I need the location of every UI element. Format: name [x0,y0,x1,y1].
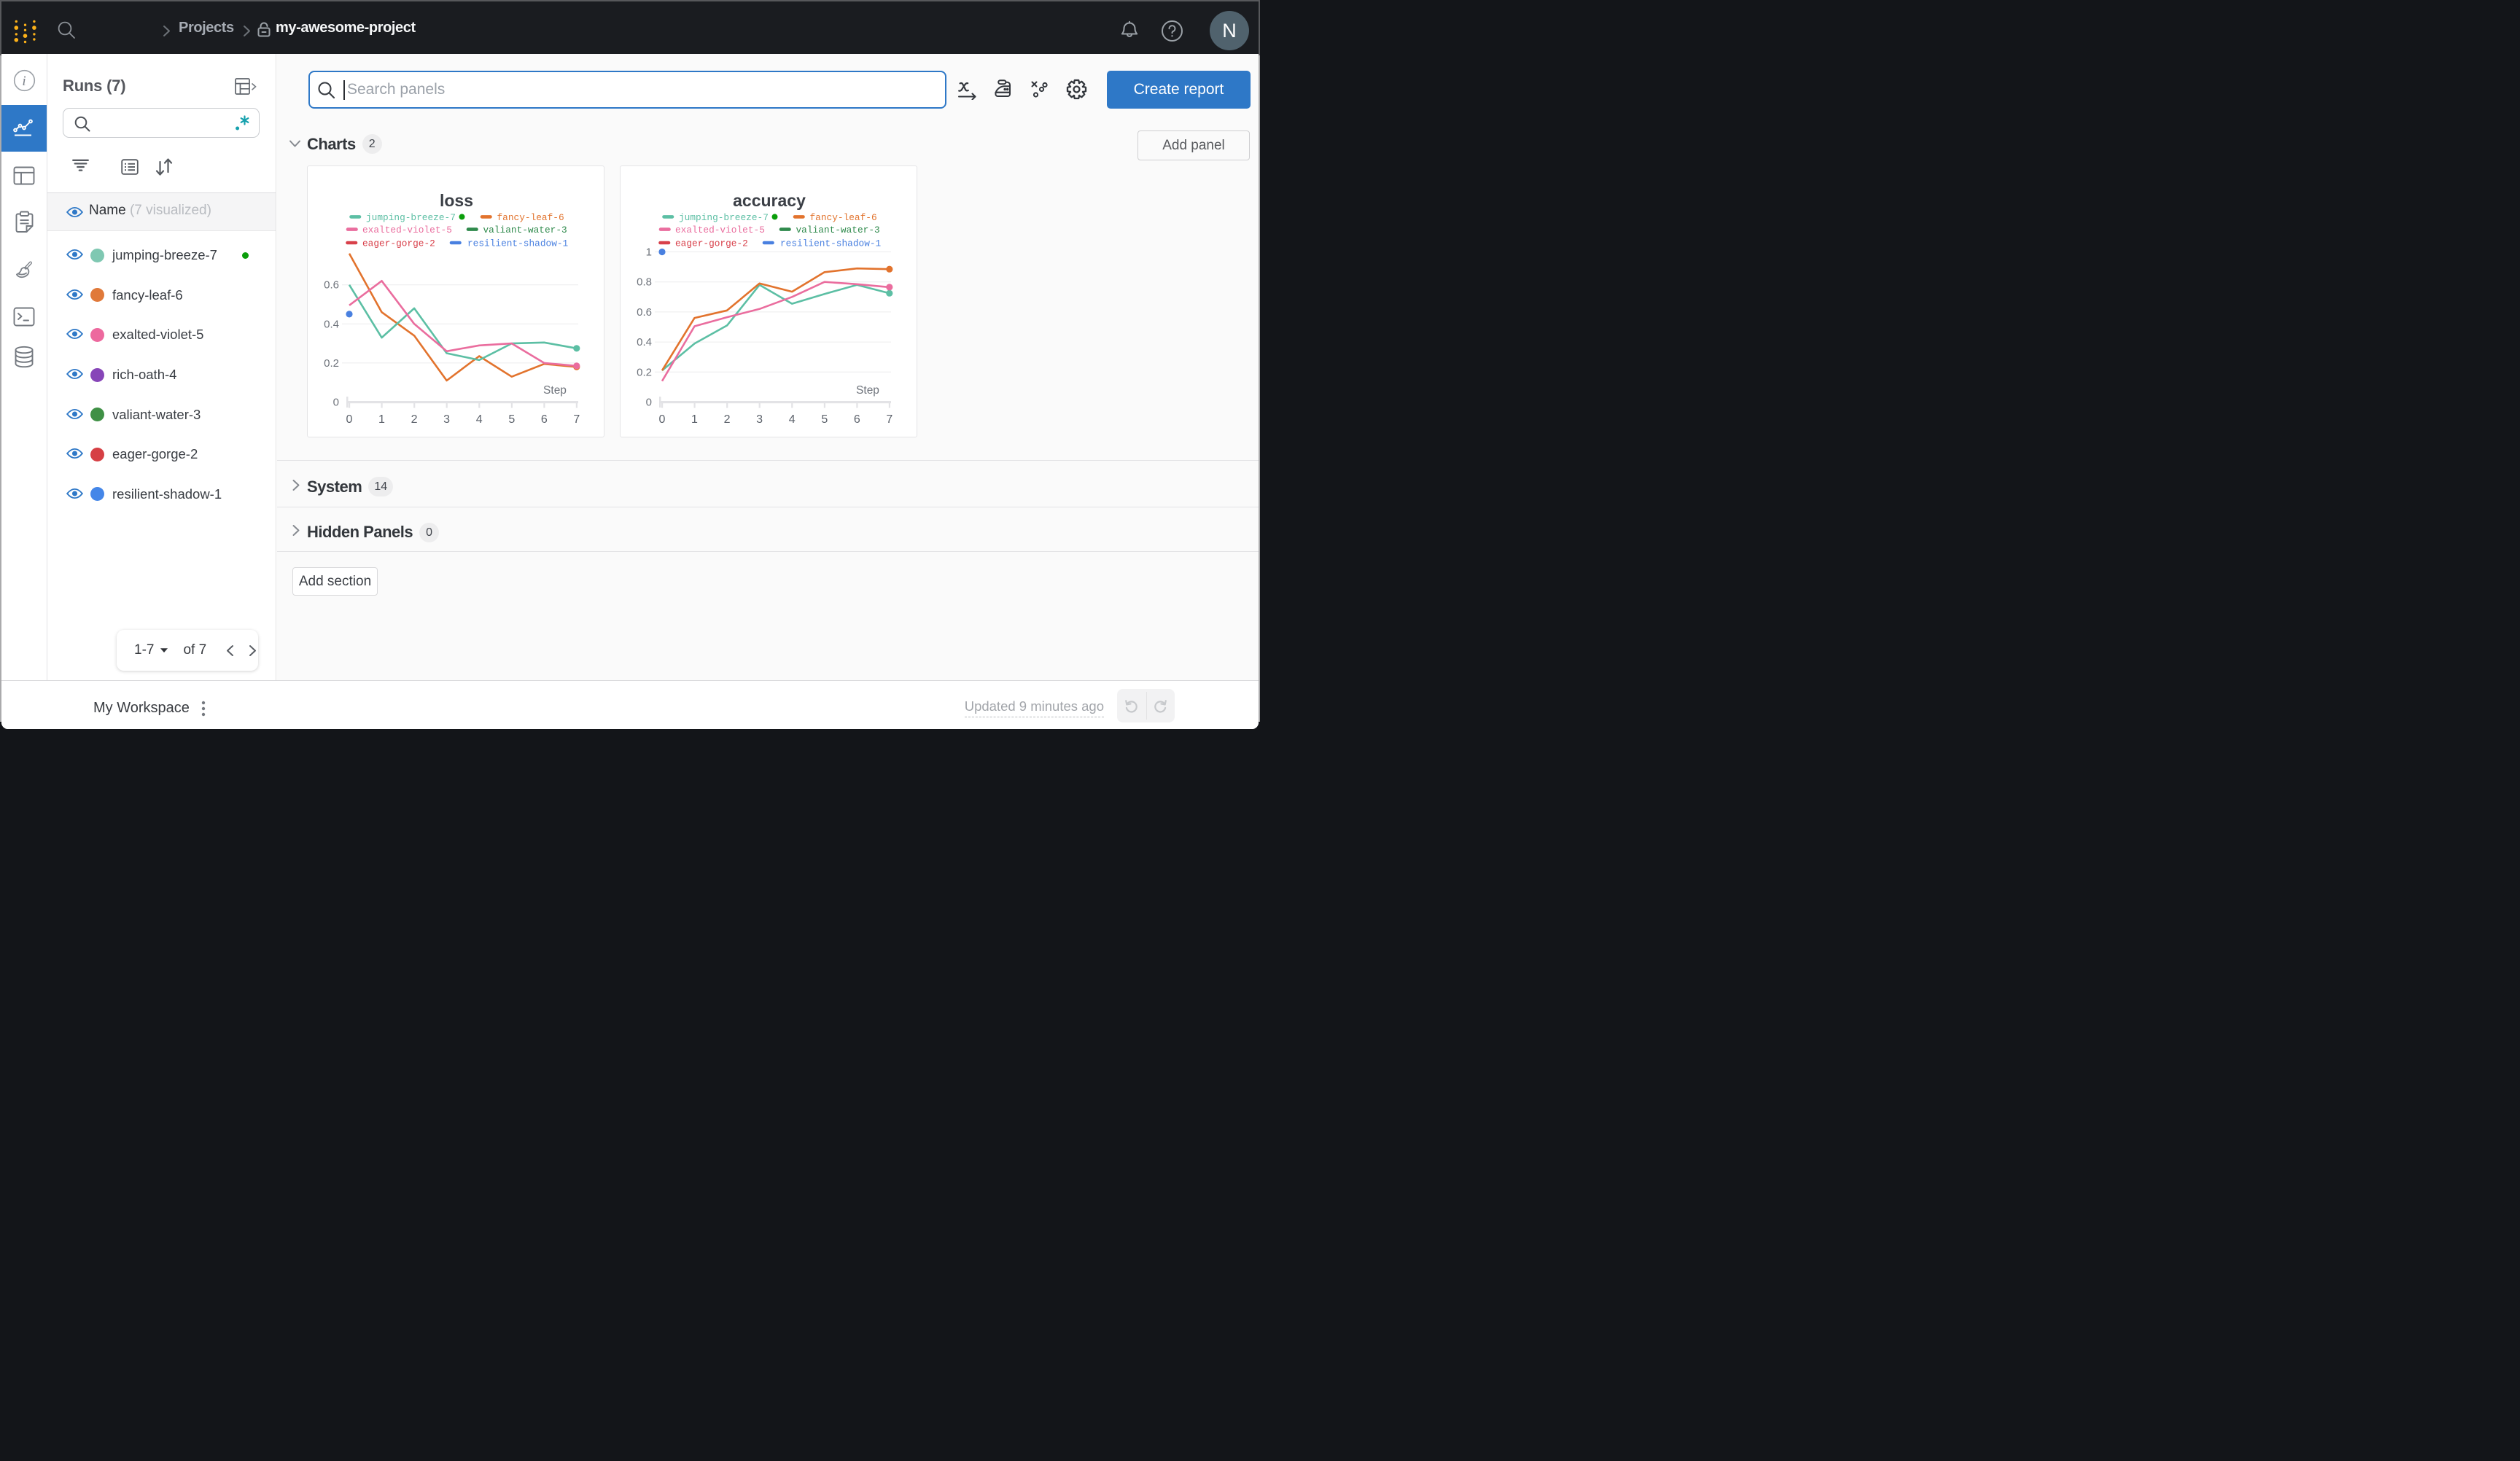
svg-text:0.6: 0.6 [324,279,339,292]
svg-text:eager-gorge-2: eager-gorge-2 [362,238,435,249]
svg-text:4: 4 [476,413,483,426]
svg-text:exalted-violet-5: exalted-violet-5 [362,225,452,235]
svg-text:2: 2 [411,413,418,426]
svg-text:0.2: 0.2 [324,357,339,370]
svg-text:7: 7 [573,413,580,426]
svg-text:0: 0 [333,397,339,409]
svg-text:5: 5 [821,413,828,426]
svg-text:resilient-shadow-1: resilient-shadow-1 [467,238,569,249]
svg-text:jumping-breeze-7: jumping-breeze-7 [366,212,456,223]
svg-text:1: 1 [378,413,385,426]
svg-text:0.8: 0.8 [637,276,652,289]
svg-text:fancy-leaf-6: fancy-leaf-6 [497,212,564,223]
svg-text:6: 6 [854,413,860,426]
svg-text:1: 1 [646,246,652,259]
svg-text:2: 2 [724,413,731,426]
svg-text:resilient-shadow-1: resilient-shadow-1 [780,238,882,249]
svg-text:accuracy: accuracy [733,191,806,210]
svg-text:eager-gorge-2: eager-gorge-2 [675,238,748,249]
svg-text:1: 1 [691,413,698,426]
svg-text:0: 0 [646,397,652,409]
svg-text:0.4: 0.4 [324,318,339,330]
svg-text:exalted-violet-5: exalted-violet-5 [675,225,765,235]
svg-text:3: 3 [443,413,450,426]
svg-text:i: i [22,74,26,89]
svg-text:0: 0 [346,413,353,426]
svg-text:valiant-water-3: valiant-water-3 [796,225,880,235]
svg-text:3: 3 [756,413,763,426]
svg-text:5: 5 [508,413,515,426]
svg-text:0: 0 [659,413,666,426]
svg-text:4: 4 [789,413,796,426]
svg-text:valiant-water-3: valiant-water-3 [483,225,567,235]
svg-text:Step: Step [543,384,567,397]
svg-text:0.2: 0.2 [637,366,652,378]
svg-text:6: 6 [541,413,548,426]
svg-text:loss: loss [440,191,473,210]
svg-text:0.6: 0.6 [637,306,652,319]
svg-text:fancy-leaf-6: fancy-leaf-6 [810,212,877,223]
svg-text:0.4: 0.4 [637,336,652,348]
svg-text:Step: Step [856,384,879,397]
svg-text:jumping-breeze-7: jumping-breeze-7 [679,212,769,223]
svg-text:7: 7 [886,413,892,426]
